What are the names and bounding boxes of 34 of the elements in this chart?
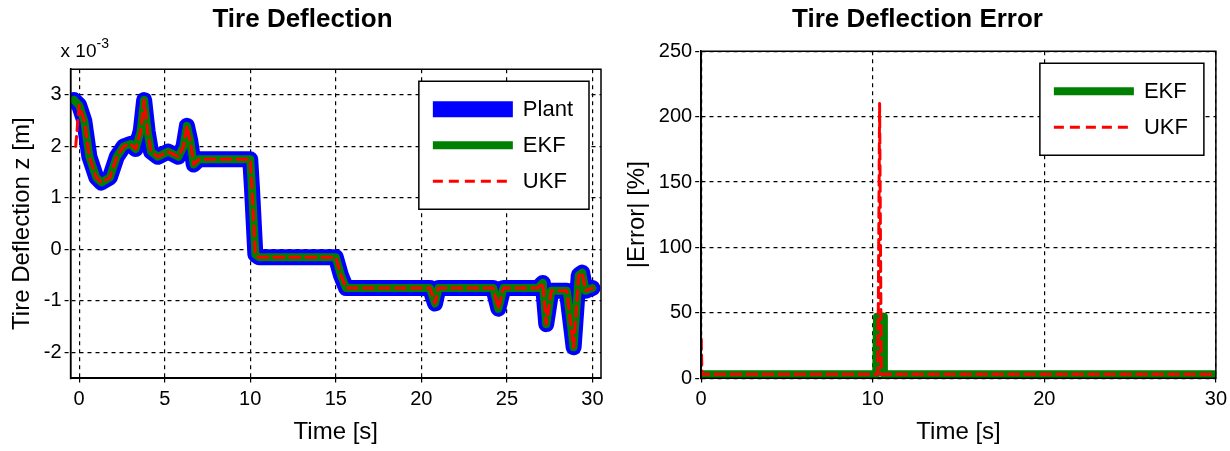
y-tick-label: 150 xyxy=(658,169,693,192)
x-tick-label: 10 xyxy=(239,386,262,409)
x-tick-label: 30 xyxy=(1204,386,1227,409)
y-axis-title: Tire Deflection z [m] xyxy=(7,117,35,330)
legend-label: EKF xyxy=(522,132,566,158)
x-tick-label: 10 xyxy=(861,386,884,409)
legend-label: EKF xyxy=(1143,78,1187,104)
y-tick-label: 0 xyxy=(681,365,693,388)
x-axis-title: Time [s] xyxy=(916,417,1001,445)
legend-label: Plant xyxy=(522,96,574,122)
y-tick-label: 1 xyxy=(50,185,62,208)
y-tick-label: 2 xyxy=(50,133,62,156)
y-tick-label: 100 xyxy=(658,234,693,257)
y-axis-title: |Error| [%] xyxy=(622,161,650,269)
x-tick-label: 30 xyxy=(581,386,604,409)
y-tick-label: 3 xyxy=(50,82,62,105)
x-tick-label: 0 xyxy=(695,386,707,409)
y-tick-label: 0 xyxy=(50,236,62,259)
x-tick-label: 0 xyxy=(73,386,85,409)
chart-title: Tire Deflection Error xyxy=(792,2,1043,33)
y-tick-label: 50 xyxy=(669,300,693,323)
y-tick-label: 200 xyxy=(658,104,693,127)
y-tick-label: 250 xyxy=(658,38,693,61)
x-tick-label: 20 xyxy=(1033,386,1056,409)
y-tick-label: -1 xyxy=(43,288,62,311)
legend-label: UKF xyxy=(522,168,567,194)
x-tick-label: 5 xyxy=(159,386,171,409)
x-axis-title: Time [s] xyxy=(293,417,379,445)
y-tick-label: -2 xyxy=(43,339,62,362)
legend-label: UKF xyxy=(1143,114,1188,140)
chart-title: Tire Deflection xyxy=(212,2,393,33)
x-tick-label: 15 xyxy=(324,386,347,409)
x-tick-label: 20 xyxy=(410,386,433,409)
x-tick-label: 25 xyxy=(495,386,519,409)
